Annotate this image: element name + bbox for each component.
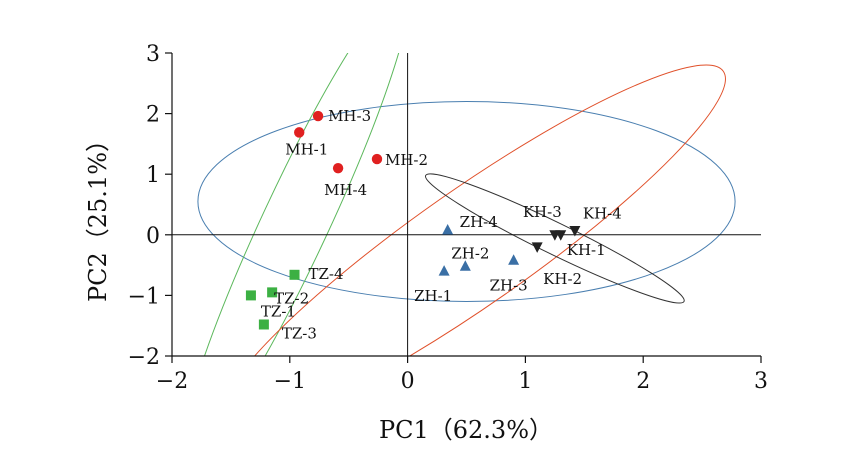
point-mh-1 [294, 127, 305, 138]
point-kh-4 [569, 226, 581, 237]
point-mh-3 [312, 110, 324, 122]
point-tz-3 [258, 319, 269, 330]
x-tick-label: −1 [274, 369, 306, 394]
point-tz-4 [289, 269, 300, 280]
label-kh-4: KH-4 [583, 205, 622, 223]
ellipse-tz [181, 53, 410, 356]
label-mh-3: MH-3 [328, 107, 371, 125]
label-mh-1: MH-1 [285, 140, 328, 158]
point-zh-2 [459, 260, 471, 271]
label-zh-3: ZH-3 [490, 276, 528, 294]
label-zh-2: ZH-2 [451, 244, 489, 262]
data-points [245, 110, 581, 330]
point-zh-1 [438, 265, 450, 276]
point-kh-1 [555, 230, 567, 241]
label-tz-3: TZ-3 [282, 324, 317, 342]
point-tz-2 [267, 287, 278, 298]
label-tz-4: TZ-4 [309, 265, 344, 283]
x-tick-label: 1 [518, 369, 532, 394]
point-mh-4 [332, 162, 344, 174]
point-zh-3 [508, 254, 520, 265]
y-tick-label: 2 [146, 103, 160, 128]
x-tick-label: 0 [401, 369, 415, 394]
label-kh-1: KH-1 [567, 241, 606, 259]
label-zh-4: ZH-4 [460, 213, 498, 231]
x-tick-label: 2 [636, 369, 650, 394]
y-axis-title: PC2（25.1%） [84, 128, 112, 302]
y-tick-label: 0 [146, 224, 160, 249]
x-tick-label: 3 [754, 369, 768, 394]
label-mh-4: MH-4 [324, 181, 367, 199]
label-kh-2: KH-2 [543, 270, 582, 288]
label-zh-1: ZH-1 [414, 287, 452, 305]
label-tz-1: TZ-1 [261, 302, 296, 320]
ellipse-kh [424, 173, 685, 304]
x-axis-title: PC1（62.3%） [379, 416, 553, 444]
point-zh-4 [442, 223, 454, 235]
label-tz-2: TZ-2 [274, 289, 309, 307]
point-mh-2 [371, 153, 383, 165]
ellipse-mh [197, 100, 736, 302]
y-tick-label: 1 [146, 163, 160, 188]
x-tick-label: −2 [156, 369, 188, 394]
point-kh-2 [531, 242, 543, 253]
point-tz-1 [245, 290, 256, 301]
y-tick-label: −2 [128, 345, 160, 370]
label-mh-2: MH-2 [385, 151, 428, 169]
point-labels: MH-3MH-1 MH-2 MH-4 ZH-4 ZH-2 ZH-1 ZH-3 KH-3 KH-4… [261, 107, 622, 342]
ellipse-zh [218, 64, 726, 356]
label-kh-3: KH-3 [523, 203, 562, 221]
y-tick-label: 3 [146, 42, 160, 67]
axes: −2 −1 0 1 2 3 −2 −1 0 1 2 3 [128, 42, 768, 394]
confidence-ellipses [181, 53, 736, 356]
y-tick-label: −1 [128, 284, 160, 309]
